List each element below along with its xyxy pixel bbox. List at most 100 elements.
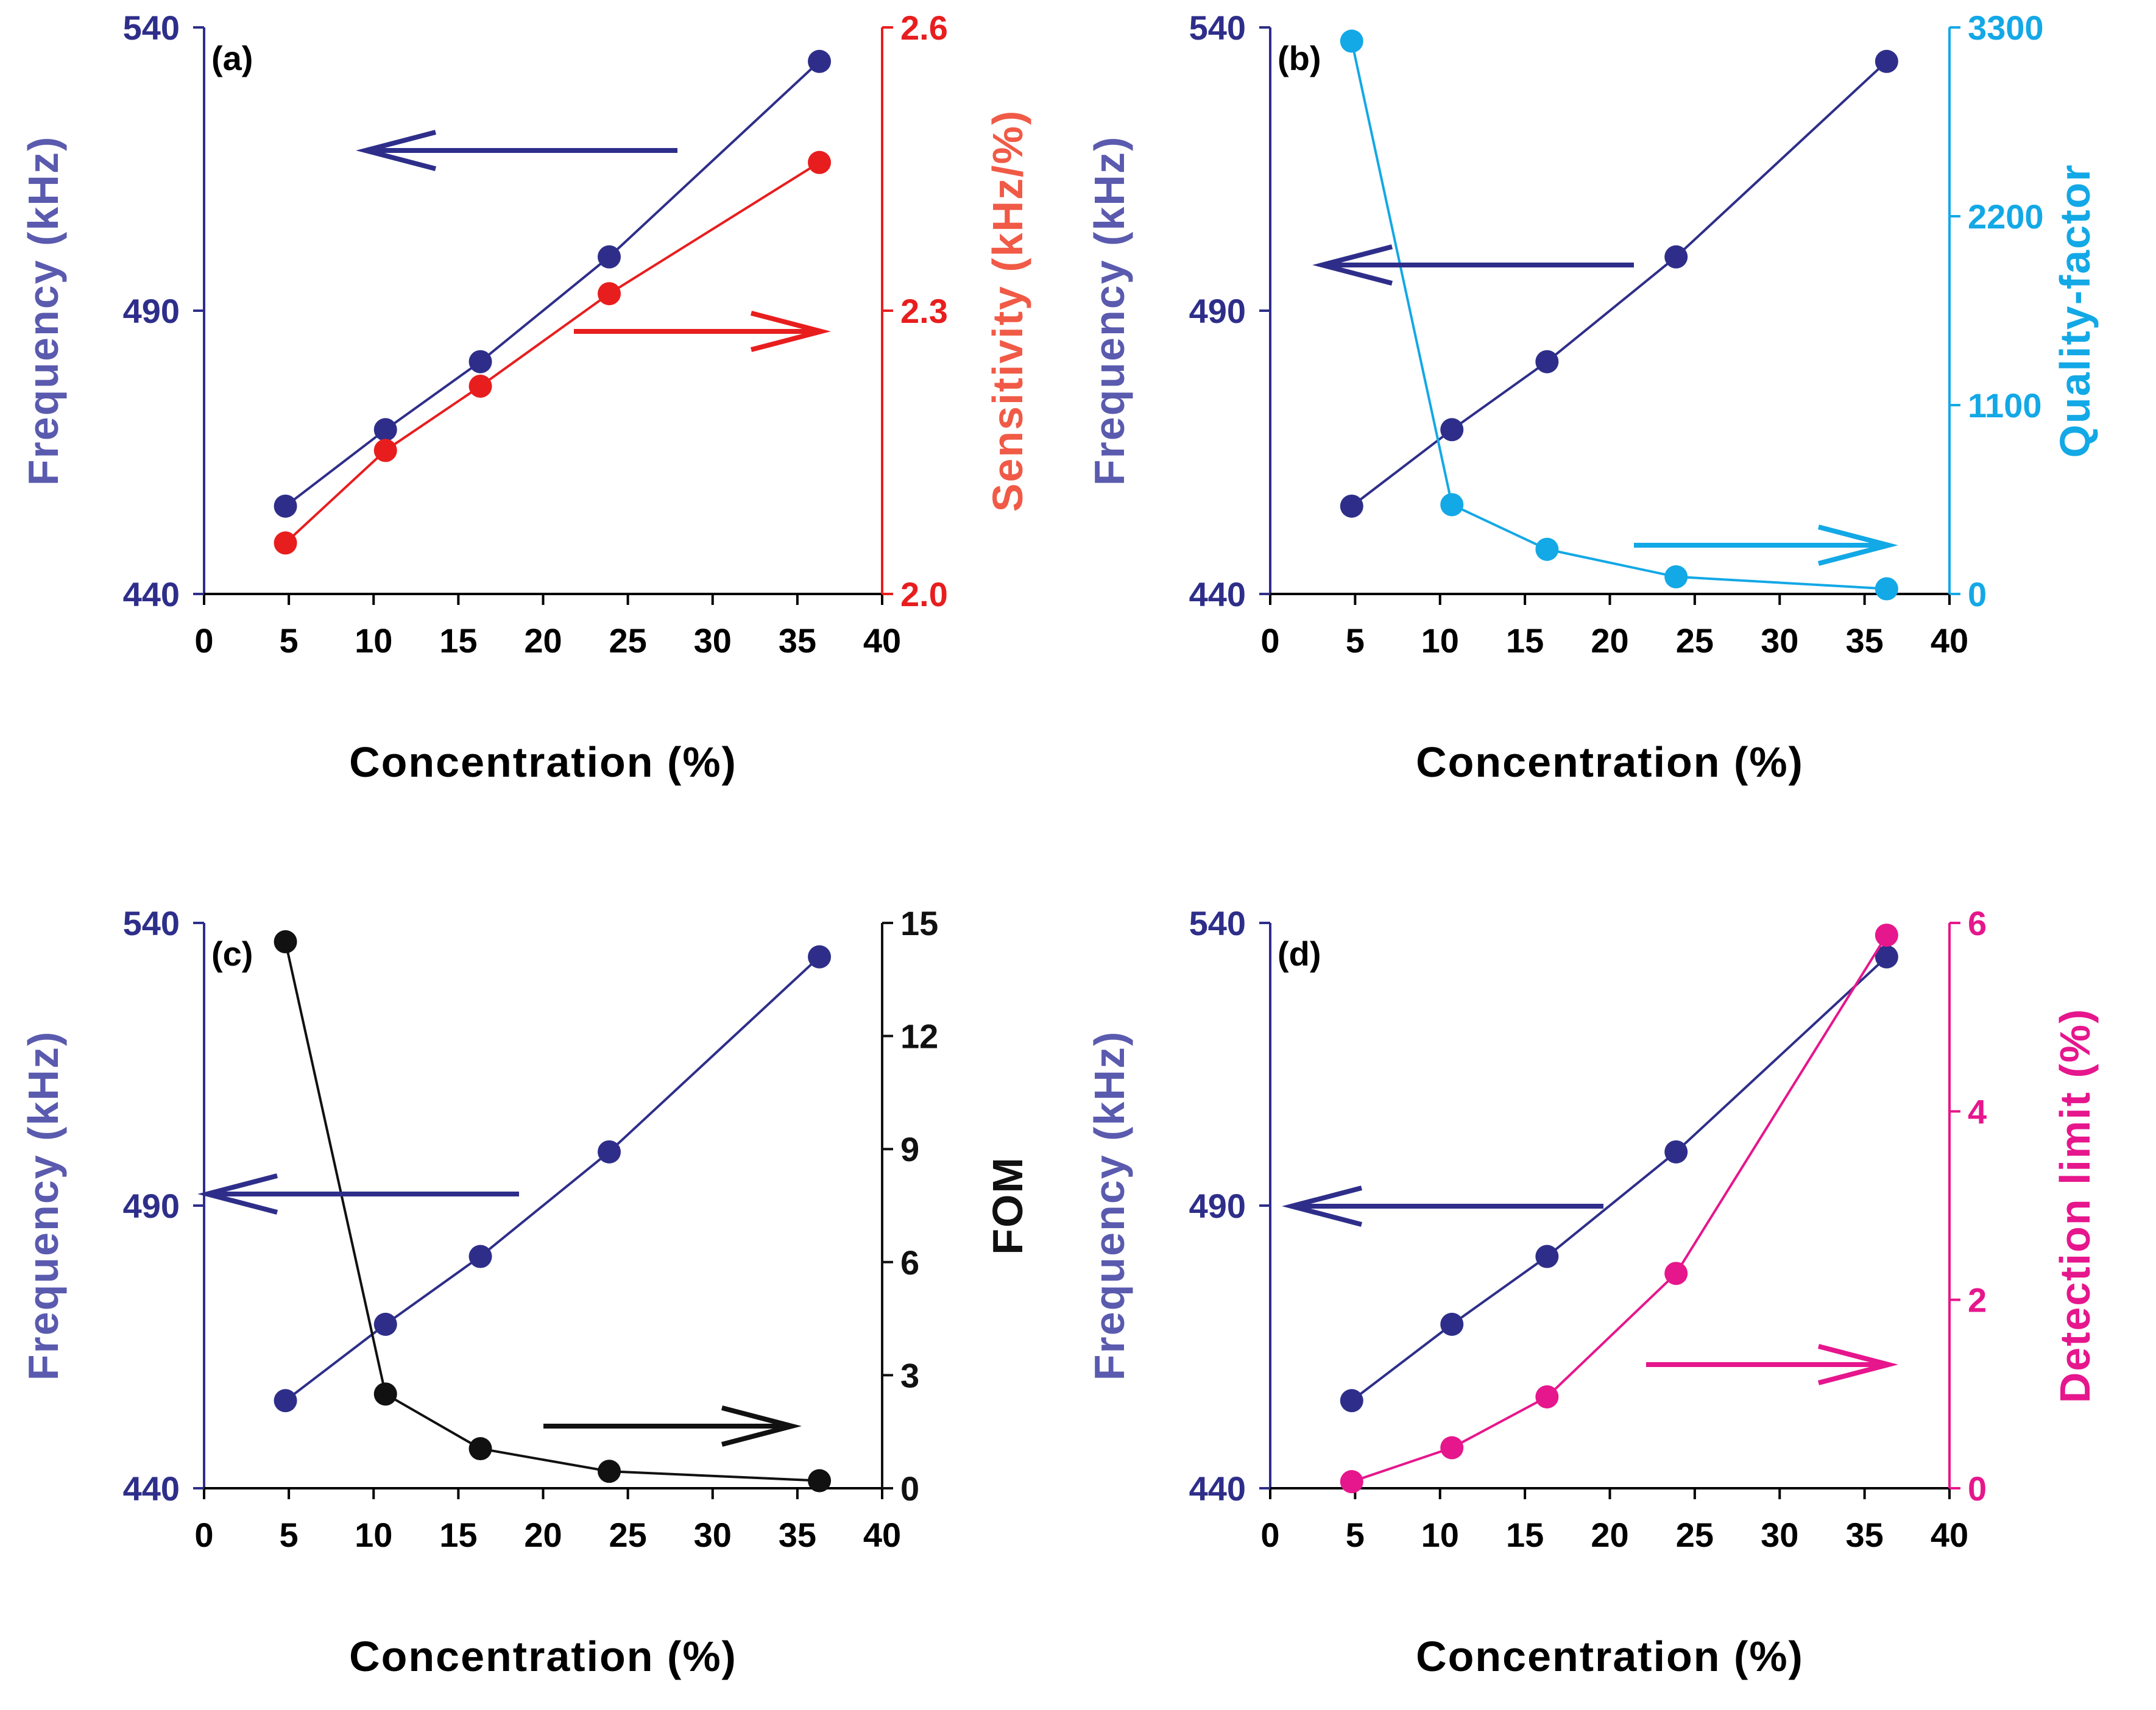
right-y-tick-label: 9 [900,1130,919,1168]
x-tick-label: 25 [1676,621,1714,660]
series-frequency [1340,945,1898,1413]
left-y-tick-label: 440 [1189,575,1246,613]
x-tick-label: 30 [694,621,732,660]
data-point [1664,565,1688,588]
right-y-tick-label: 4 [1968,1092,1987,1131]
data-point [468,350,492,373]
series-line [284,941,820,1482]
left-axis-arrow-icon [356,130,677,171]
series-line [285,161,821,544]
right-y-tick-label: 2.0 [900,575,948,613]
arrow-head [1282,1185,1363,1227]
data-point [274,1389,297,1413]
x-axis-title: Concentration (%) [349,738,737,786]
x-tick-label: 40 [1931,1516,1968,1554]
left-axis-title: Frequency (kHz) [1086,1031,1133,1381]
x-tick-label: 35 [779,621,816,660]
x-axis-title: Concentration (%) [349,1633,737,1680]
series-sensitivity [274,150,832,555]
x-tick-label: 25 [609,1516,646,1554]
x-tick-label: 5 [1346,1516,1365,1554]
data-point [1535,1385,1559,1408]
data-point [468,1245,492,1268]
data-point [1440,493,1464,517]
data-point [1440,418,1464,442]
data-point [598,1460,621,1483]
left-y-tick-label: 540 [1189,904,1246,942]
x-tick-label: 25 [609,621,646,660]
series-line [1350,41,1887,590]
x-tick-label: 20 [524,1516,562,1554]
series-fom [274,930,832,1493]
right-y-tick-label: 15 [900,904,938,942]
left-axis-arrow-icon [197,1173,519,1215]
data-point [598,245,621,269]
x-axis-title: Concentration (%) [1416,1633,1804,1680]
series-line [285,60,821,507]
x-tick-label: 5 [280,1516,299,1554]
x-tick-label: 30 [694,1516,732,1554]
data-point [808,945,832,969]
x-tick-label: 0 [1260,1516,1279,1554]
arrow-head [356,130,437,171]
x-tick-label: 20 [1591,1516,1628,1554]
left-y-tick-label: 540 [123,904,180,942]
panel-label: (b) [1278,39,1321,77]
right-y-tick-label: 2.6 [900,9,948,47]
right-axis-arrow-icon [543,1405,802,1447]
data-point [274,930,297,953]
x-tick-label: 10 [1421,1516,1459,1554]
right-axis-arrow-icon [1634,525,1898,566]
panel-label: (d) [1278,934,1321,973]
x-tick-label: 35 [1845,1516,1883,1554]
data-point [1340,1389,1363,1413]
arrow-head [1817,525,1898,566]
x-tick-label: 5 [1346,621,1365,660]
x-tick-label: 10 [355,1516,392,1554]
left-y-tick-label: 440 [123,1469,180,1508]
x-tick-label: 35 [1845,621,1883,660]
data-point [373,1312,397,1336]
x-tick-label: 15 [439,621,477,660]
right-y-tick-label: 6 [1968,904,1987,942]
series-line [1351,956,1888,1402]
x-axis-title: Concentration (%) [1416,738,1804,786]
right-axis-arrow-icon [1646,1344,1898,1385]
data-point [1535,350,1559,373]
left-axis-title: Frequency (kHz) [1086,136,1133,486]
data-point [373,1382,397,1406]
series-frequency [1340,49,1898,518]
right-y-tick-label: 3300 [1968,9,2044,47]
x-tick-label: 40 [1931,621,1968,660]
x-tick-label: 40 [863,1516,901,1554]
panel-a: 0 5 10 15 20 25 30 35 40 440 490 540 Frequency (kHz)… [19,9,1031,786]
right-y-tick-label: 6 [900,1243,919,1282]
data-point [808,150,832,174]
data-point [274,531,297,555]
left-axis-arrow-icon [1282,1185,1603,1227]
right-axis-arrow-icon [574,311,831,352]
arrow-head [1312,244,1393,286]
right-y-tick-label: 2.3 [900,292,948,330]
left-y-tick-label: 490 [1189,292,1246,330]
x-tick-label: 5 [280,621,299,660]
data-point [1875,49,1898,73]
x-tick-label: 30 [1761,621,1798,660]
right-y-tick-label: 3 [900,1356,919,1394]
x-tick-label: 40 [863,621,901,660]
right-axis-title: Quality-factor [2051,163,2099,458]
x-tick-label: 15 [439,1516,477,1554]
right-axis-title: Sensitivity (kHz/%) [984,110,1031,512]
left-y-tick-label: 540 [1189,9,1246,47]
right-y-tick-label: 1100 [1968,386,2042,425]
data-point [808,1469,832,1493]
data-point [1535,537,1559,561]
left-y-tick-label: 540 [123,9,180,47]
right-y-tick-label: 0 [1968,575,1987,613]
data-point [1340,1470,1363,1494]
data-point [1664,245,1688,269]
x-tick-label: 0 [194,621,213,660]
arrow-head [197,1173,278,1215]
data-point [1664,1262,1688,1285]
x-tick-label: 10 [355,621,392,660]
